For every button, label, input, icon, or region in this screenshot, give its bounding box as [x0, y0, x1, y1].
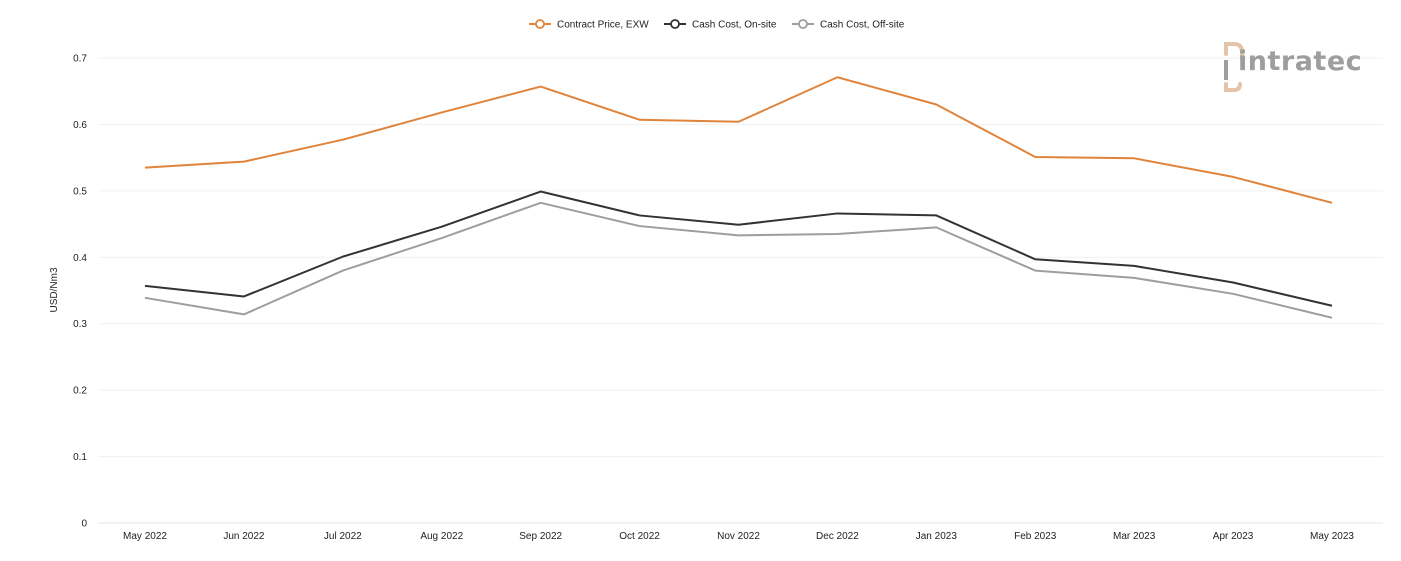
legend-label: Cash Cost, On-site [692, 20, 777, 31]
x-tick-label: Mar 2023 [1113, 531, 1156, 542]
x-tick-label: Dec 2022 [816, 531, 859, 542]
y-tick-label: 0.3 [73, 319, 87, 330]
series-line-2 [144, 190, 1333, 307]
y-tick-label: 0.6 [73, 120, 87, 131]
x-tick-label: Sep 2022 [519, 531, 562, 542]
x-tick-label: Jan 2023 [916, 531, 958, 542]
legend-circle-marker [535, 19, 545, 29]
x-tick-label: Jul 2022 [324, 531, 362, 542]
legend-circle-marker [670, 19, 680, 29]
x-tick-label: May 2022 [123, 531, 167, 542]
x-tick-label: May 2023 [1310, 531, 1354, 542]
x-axis-ticks: May 2022 Jun 2022 Jul 2022 Aug 2022 Sep 2022… [123, 531, 1354, 542]
legend: Contract Price, EXW Cash Cost, On-site Cas… [529, 19, 905, 31]
intratec-logo: intratec [1220, 40, 1370, 98]
y-tick-label: 0 [81, 519, 87, 530]
x-tick-label: Aug 2022 [420, 531, 463, 542]
legend-label: Contract Price, EXW [557, 20, 649, 31]
legend-circle-marker [798, 19, 808, 29]
y-axis-ticks: 0 0.1 0.2 0.3 0.4 0.5 0.6 0.7 [73, 54, 87, 530]
x-tick-label: Nov 2022 [717, 531, 760, 542]
series-line-3 [144, 201, 1333, 319]
y-axis-title: USD/Nm3 [49, 267, 60, 312]
y-tick-label: 0.2 [73, 386, 87, 397]
legend-item: Cash Cost, On-site [664, 19, 777, 31]
legend-item: Cash Cost, Off-site [792, 19, 905, 31]
x-tick-label: Oct 2022 [619, 531, 660, 542]
x-tick-label: Feb 2023 [1014, 531, 1057, 542]
y-tick-label: 0.5 [73, 186, 87, 197]
legend-item: Contract Price, EXW [529, 19, 649, 31]
series-lines [144, 76, 1333, 319]
series-line-1 [144, 76, 1333, 204]
gridlines [98, 57, 1383, 524]
logo-wordmark: intratec [1238, 46, 1363, 77]
y-tick-label: 0.4 [73, 253, 87, 264]
x-tick-label: Apr 2023 [1213, 531, 1254, 542]
y-tick-label: 0.7 [73, 54, 87, 65]
logo-mark-icon [1224, 42, 1244, 92]
x-tick-label: Jun 2022 [223, 531, 265, 542]
y-tick-label: 0.1 [73, 452, 87, 463]
legend-label: Cash Cost, Off-site [820, 20, 905, 31]
